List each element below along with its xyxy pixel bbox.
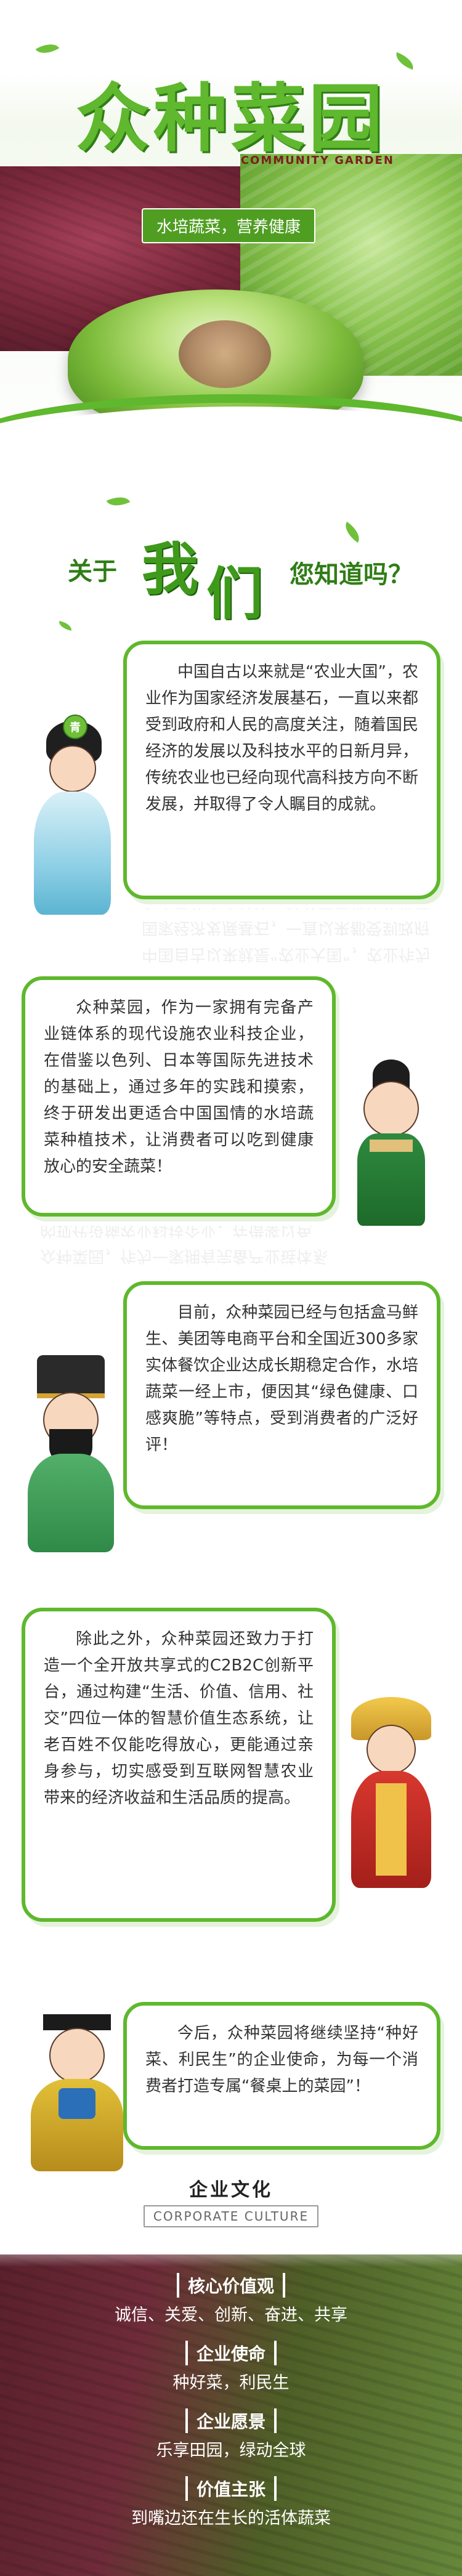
character-robe <box>28 1454 114 1552</box>
culture-item-label: 价值主张 <box>185 2476 277 2501</box>
hero-tagline: 水培蔬菜，营养健康 <box>142 208 316 243</box>
about-highlight-men: 们 <box>206 561 264 627</box>
character-face <box>367 1725 416 1774</box>
about-card-5-text: 今后，众种菜园将继续坚持“种好菜、利民生”的企业使命，为每一个消费者打造专属“餐… <box>145 2024 418 2096</box>
culture-title: 企业文化 <box>189 2179 273 2201</box>
character-badge: 青 <box>70 721 81 734</box>
about-card-4-text: 除此之外，众种菜园还致力于打造一个全开放共享式的C2B2C创新平台，通过构建“生… <box>44 1630 314 1807</box>
emperor-chest-emblem <box>59 2088 95 2119</box>
hero-subtitle: COMMUNITY GARDEN <box>240 154 394 167</box>
about-card-2: 众种菜园，作为一家拥有完备产业链体系的现代设施农业科技企业，在借鉴以色列、日本等… <box>22 976 336 1217</box>
culture-fade <box>0 2230 462 2267</box>
culture-background-overlay <box>0 2254 462 2576</box>
character-queen-red <box>342 1697 440 1894</box>
about-highlight-wo: 我 <box>142 536 199 602</box>
character-sash <box>376 1783 407 1876</box>
culture-heading: 企业文化 CORPORATE CULTURE <box>0 2174 462 2227</box>
character-dress <box>34 792 111 915</box>
leaf-icon <box>35 38 60 59</box>
about-card-2-text: 众种菜园，作为一家拥有完备产业链体系的现代设施农业科技企业，在借鉴以色列、日本等… <box>44 998 314 1176</box>
hero-banner: 众种菜园 COMMUNITY GARDEN 水培蔬菜，营养健康 <box>0 0 462 480</box>
character-lady-blue: 青 <box>25 715 117 924</box>
culture-item-label: 企业愿景 <box>185 2408 277 2433</box>
about-heading: 关于 我 们 您知道吗？ <box>0 517 462 627</box>
about-card-1: 中国自古以来就是“农业大国”，农业作为国家经济发展基石，一直以来都受到政府和人民… <box>123 641 440 899</box>
culture-background-image <box>0 2254 462 2576</box>
culture-item-value-proposition: 价值主张 到嘴边还在生长的活体蔬菜 <box>0 2476 462 2529</box>
culture-item-value: 到嘴边还在生长的活体蔬菜 <box>131 2509 331 2528</box>
character-emperor <box>25 2014 129 2181</box>
culture-item-core-values: 核心价值观 诚信、关爱、创新、奋进、共享 <box>0 2273 462 2325</box>
character-collar <box>370 1140 413 1152</box>
culture-item-mission: 企业使命 种好菜，利民生 <box>0 2341 462 2393</box>
emperor-crown <box>43 2014 111 2030</box>
character-warrior-green <box>345 1059 437 1232</box>
culture-item-value: 诚信、关爱、创新、奋进、共享 <box>115 2306 347 2325</box>
about-card-3-text: 目前，众种菜园已经与包括盒马鲜生、美团等电商平台和全国近300多家实体餐饮企业达… <box>145 1303 418 1454</box>
character-face <box>363 1081 419 1136</box>
about-card-2-reflection: 众种菜园，作为一家拥有完备产业链体系的现代设施农业科技企业，在借鉴以色列、日本等… <box>40 1226 329 1265</box>
lettuce-core-image <box>179 320 271 388</box>
about-suffix: 您知道吗？ <box>290 561 413 589</box>
culture-item-label: 核心价值观 <box>176 2273 285 2298</box>
culture-title-en: CORPORATE CULTURE <box>143 2205 319 2227</box>
culture-item-label: 企业使命 <box>185 2341 277 2365</box>
culture-item-value: 乐享田园，绿动全球 <box>156 2441 306 2460</box>
character-face <box>49 2028 105 2083</box>
leaf-icon <box>58 621 73 631</box>
culture-item-value: 种好菜，利民生 <box>172 2373 290 2392</box>
character-face <box>49 745 96 792</box>
about-card-1-text: 中国自古以来就是“农业大国”，农业作为国家经济发展基石，一直以来都受到政府和人民… <box>145 663 418 814</box>
character-official-green <box>22 1355 120 1558</box>
about-card-1-reflection: 中国自古以来就是“农业大国”，农业作为国家经济发展基石，一直以来都受到政府和人民… <box>142 909 431 963</box>
white-wave-decoration <box>0 407 462 480</box>
culture-item-vision: 企业愿景 乐享田园，绿动全球 <box>0 2408 462 2461</box>
about-card-3: 目前，众种菜园已经与包括盒马鲜生、美团等电商平台和全国近300多家实体餐饮企业达… <box>123 1281 440 1509</box>
cabbage-hairpiece-icon: 青 <box>63 715 87 739</box>
about-card-4: 除此之外，众种菜园还致力于打造一个全开放共享式的C2B2C创新平台，通过构建“生… <box>22 1608 336 1922</box>
leaf-icon <box>106 492 131 511</box>
hero-title: 众种菜园 <box>76 75 386 162</box>
about-prefix: 关于 <box>68 557 117 586</box>
about-card-5: 今后，众种菜园将继续坚持“种好菜、利民生”的企业使命，为每一个消费者打造专属“餐… <box>123 2002 440 2150</box>
